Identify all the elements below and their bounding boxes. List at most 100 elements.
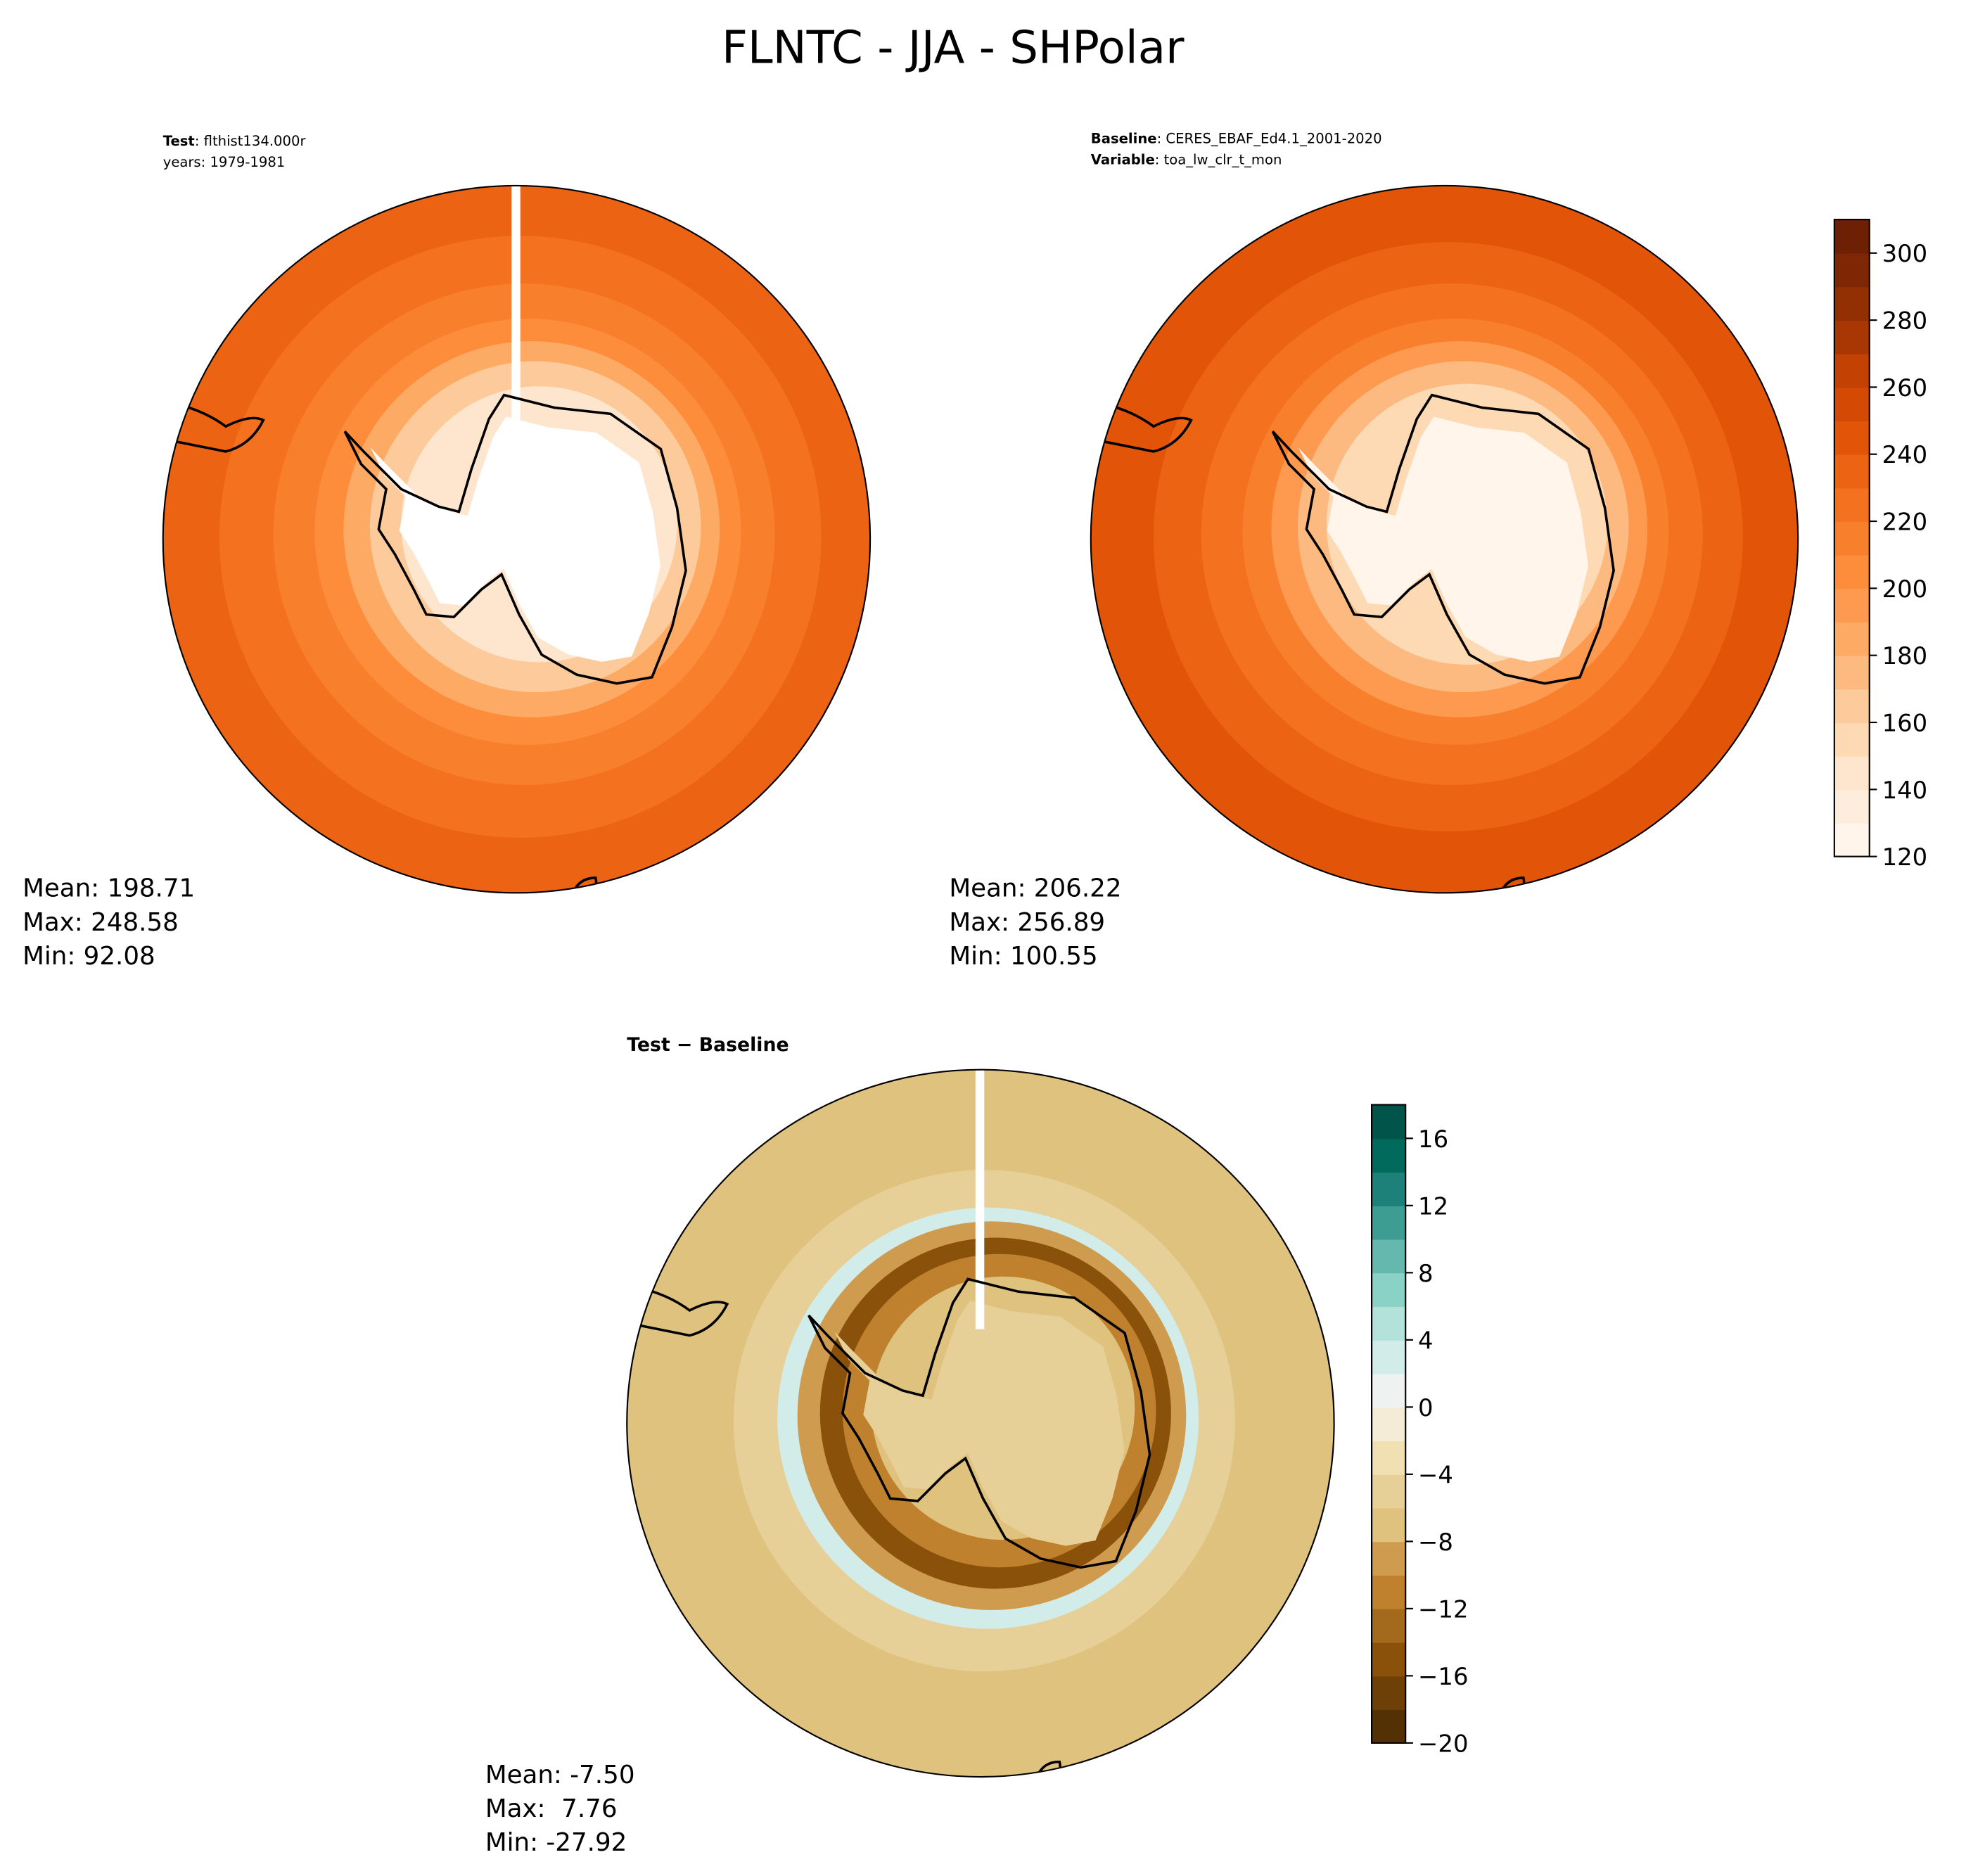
colorbar-band xyxy=(1372,1172,1406,1206)
colorbar-band xyxy=(1372,1272,1406,1307)
header-value: : CERES_EBAF_Ed4.1_2001-2020 xyxy=(1157,130,1382,146)
panel-header: years: 1979-1981 xyxy=(163,154,286,170)
colorbar-band xyxy=(1834,789,1870,824)
colorbar-tick-label: 260 xyxy=(1882,374,1928,402)
colorbar-frame xyxy=(1833,219,1870,857)
colorbar-band xyxy=(1372,1642,1406,1677)
colorbar-tick-label: 160 xyxy=(1882,709,1928,736)
colorbar-band xyxy=(1372,1138,1406,1173)
colorbar-tick-label: −8 xyxy=(1418,1529,1453,1556)
interior-field xyxy=(1298,416,1589,662)
coastline xyxy=(343,393,687,685)
colorbar-band xyxy=(1834,454,1870,489)
colorbar-tick-label: 300 xyxy=(1882,240,1928,267)
colorbar-band xyxy=(1372,1239,1406,1274)
header-key: Variable xyxy=(1091,152,1155,168)
coastline xyxy=(808,1277,1151,1569)
header-key: Test xyxy=(163,133,195,149)
colorbar-tick-label: 220 xyxy=(1882,509,1928,536)
colorbar-band xyxy=(1834,387,1870,421)
header-value: years: 1979-1981 xyxy=(163,154,286,170)
summary-stat: Max: 256.89 xyxy=(949,908,1105,937)
map-boundary xyxy=(626,1068,1335,1778)
colorbar-tick-label: 0 xyxy=(1418,1394,1434,1422)
missing-data-strip xyxy=(975,1069,985,1329)
colorbar-band xyxy=(1372,1575,1406,1609)
colorbar-frame xyxy=(1371,1104,1407,1744)
colorbar-tick-label: 12 xyxy=(1418,1192,1448,1220)
colorbar-band xyxy=(1372,1104,1406,1140)
summary-stat: Mean: 198.71 xyxy=(23,874,195,903)
colorbar-band xyxy=(1834,286,1870,321)
colorbar-tick-label: −16 xyxy=(1418,1663,1468,1690)
colorbar-tick-label: −12 xyxy=(1418,1595,1468,1623)
colorbar-band xyxy=(1372,1373,1406,1408)
colorbar-band xyxy=(1834,353,1870,388)
header-value: : toa_lw_clr_t_mon xyxy=(1155,152,1282,168)
summary-stat: Mean: -7.50 xyxy=(485,1761,635,1789)
colorbar-tick-label: 200 xyxy=(1882,575,1928,603)
colorbar-band xyxy=(1372,1474,1406,1509)
summary-stat: Max: 7.76 xyxy=(485,1794,618,1823)
panel-header: Test − Baseline xyxy=(627,1034,789,1056)
colorbar-band xyxy=(1372,1608,1406,1643)
interior-field xyxy=(834,1301,1125,1546)
colorbar-band xyxy=(1372,1709,1406,1744)
coastline xyxy=(162,400,265,453)
colorbar-band xyxy=(1834,487,1870,522)
colorbar-band xyxy=(1834,253,1870,288)
colorbar-band xyxy=(1372,1441,1406,1475)
map-boundary xyxy=(162,184,872,894)
colorbar-tick-label: 8 xyxy=(1418,1260,1434,1287)
colorbar-tick-label: 180 xyxy=(1882,642,1928,670)
colorbar-tick-label: 16 xyxy=(1418,1125,1448,1153)
header-value: : flthist134.000r xyxy=(195,133,307,149)
summary-stat: Min: 100.55 xyxy=(949,942,1097,971)
colorbar-tick-label: −4 xyxy=(1418,1461,1453,1488)
polar-map xyxy=(1090,185,1799,893)
summary-stat: Mean: 206.22 xyxy=(949,874,1121,903)
colorbar-band xyxy=(1834,219,1870,254)
interior-field xyxy=(370,416,660,662)
colorbar-band xyxy=(1372,1205,1406,1240)
coastline xyxy=(1271,393,1615,685)
colorbar-band xyxy=(1372,1407,1406,1441)
colorbar-tick-label: 120 xyxy=(1882,843,1928,871)
colorbar-tick-label: 4 xyxy=(1418,1327,1434,1354)
colorbar-band xyxy=(1834,689,1870,723)
colorbar-band xyxy=(1834,554,1870,589)
colorbar-band xyxy=(1834,320,1870,355)
colorbar-band xyxy=(1834,521,1870,556)
colorbar-band xyxy=(1372,1507,1406,1543)
colorbar-tick-label: 280 xyxy=(1882,307,1928,335)
colorbar-band xyxy=(1834,622,1870,656)
coastline xyxy=(627,1284,729,1337)
coastline xyxy=(1090,400,1193,453)
colorbar-band xyxy=(1834,421,1870,455)
missing-data-strip xyxy=(511,185,521,445)
colorbar-band xyxy=(1834,655,1870,690)
polar-map xyxy=(162,185,871,893)
colorbar-tick-label: 240 xyxy=(1882,441,1928,468)
colorbar-tick-label: −20 xyxy=(1418,1730,1468,1757)
colorbar-band xyxy=(1372,1676,1406,1711)
panel-header: Variable: toa_lw_clr_t_mon xyxy=(1091,152,1282,168)
colorbar-band xyxy=(1834,755,1870,791)
colorbar-band xyxy=(1372,1306,1406,1341)
map-boundary xyxy=(1090,184,1799,894)
colorbar-band xyxy=(1834,722,1870,757)
colorbar-tick-label: 140 xyxy=(1882,777,1928,804)
panel-header: Test: flthist134.000r xyxy=(163,133,307,149)
header-key: Baseline xyxy=(1091,130,1157,146)
panel-header: Baseline: CERES_EBAF_Ed4.1_2001-2020 xyxy=(1091,130,1382,146)
summary-stat: Min: -27.92 xyxy=(485,1828,627,1857)
polar-map xyxy=(627,1069,1334,1778)
figure-title: FLNTC - JJA - SHPolar xyxy=(722,21,1185,74)
summary-stat: Min: 92.08 xyxy=(23,942,155,971)
colorbar-band xyxy=(1834,588,1870,623)
summary-stat: Max: 248.58 xyxy=(23,908,179,937)
colorbar-band xyxy=(1372,1339,1406,1374)
colorbar-band xyxy=(1834,822,1870,857)
